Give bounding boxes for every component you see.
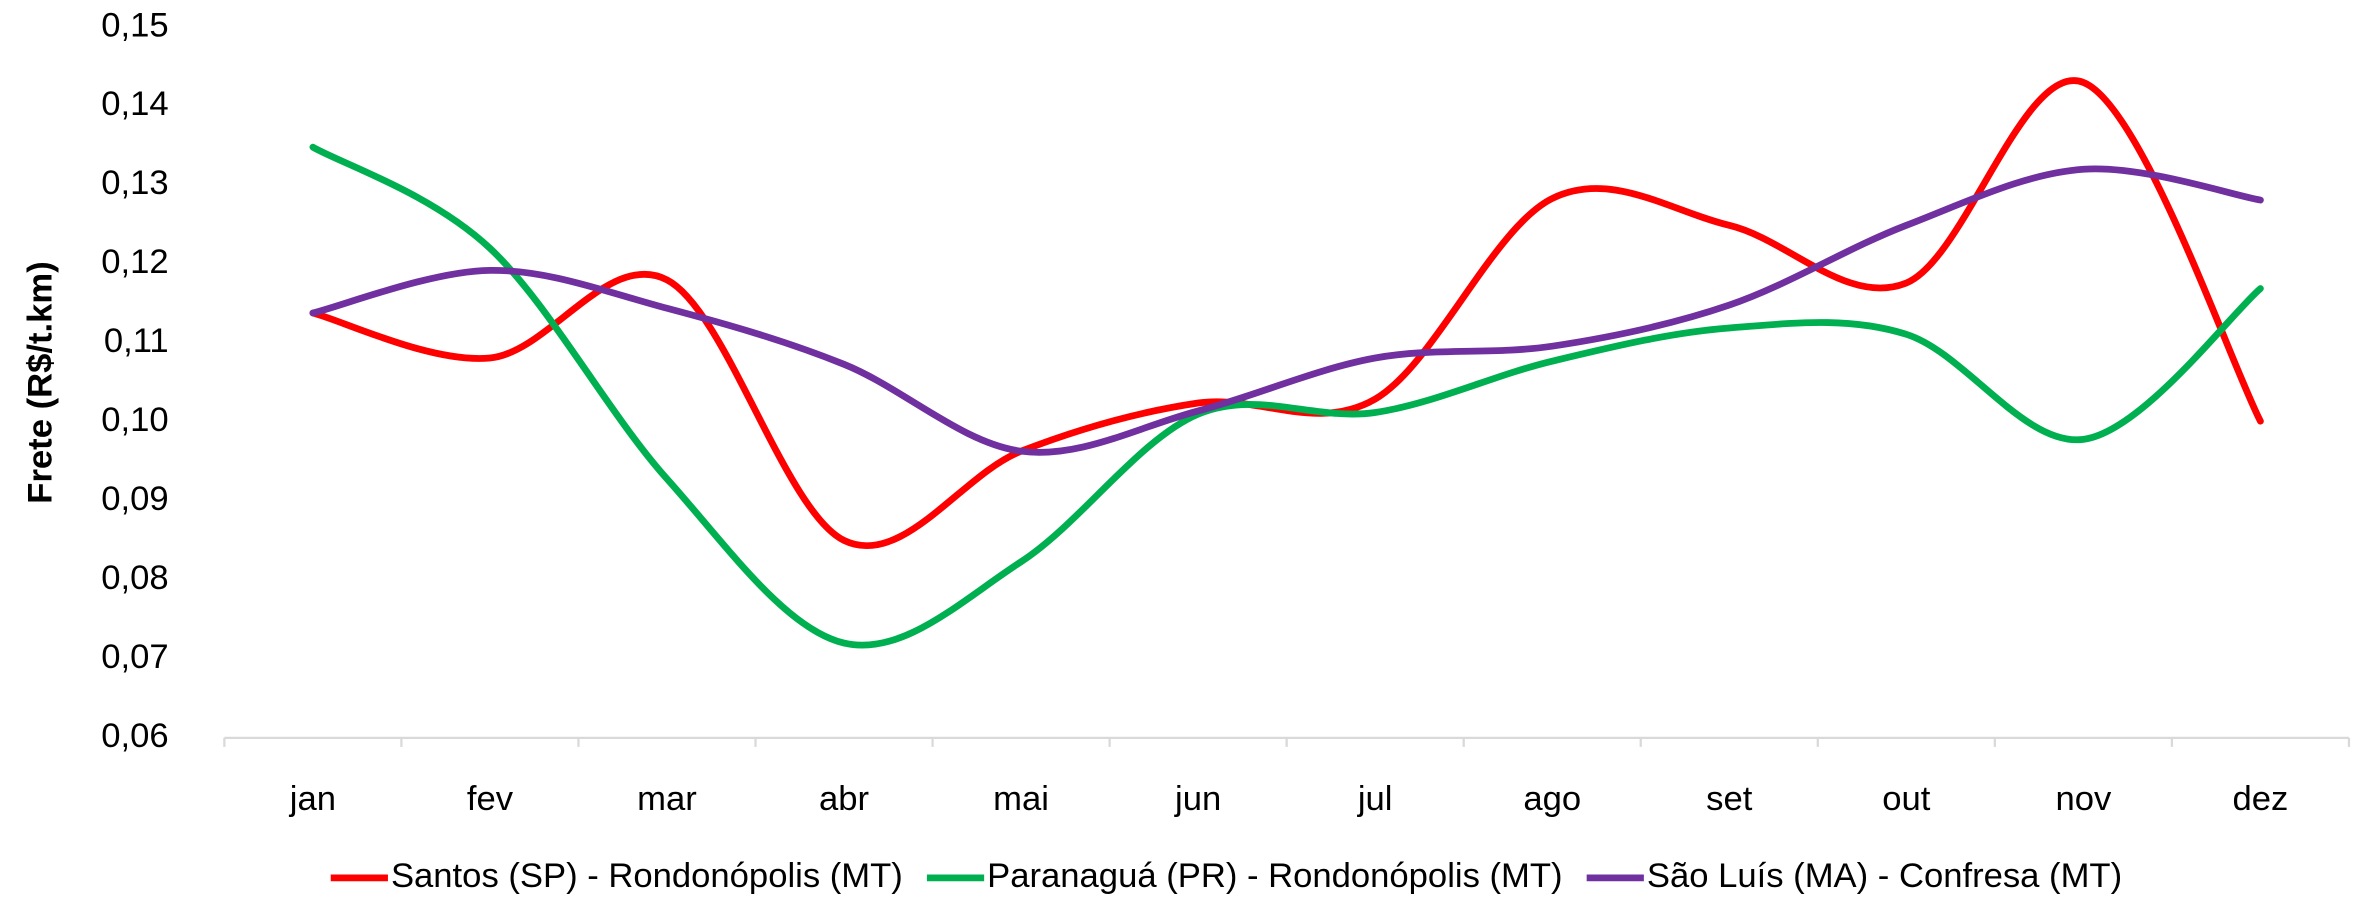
- legend-label: Paranaguá (PR) - Rondonópolis (MT): [987, 857, 1562, 895]
- y-tick-label: 0,10: [101, 401, 168, 439]
- x-tick-label: out: [1882, 780, 1931, 818]
- y-tick-label: 0,07: [101, 638, 168, 676]
- x-tick-label: dez: [2233, 780, 2289, 818]
- y-tick-label: 0,12: [101, 243, 168, 281]
- y-tick-label: 0,08: [101, 559, 168, 597]
- legend-label: São Luís (MA) - Confresa (MT): [1647, 857, 2122, 895]
- y-tick-label: 0,15: [101, 6, 168, 44]
- x-tick-label: nov: [2055, 780, 2112, 818]
- y-tick-label: 0,11: [104, 322, 169, 360]
- x-tick-label: fev: [467, 780, 514, 818]
- x-tick-label: mai: [993, 780, 1049, 818]
- y-tick-label: 0,14: [101, 85, 168, 123]
- legend-label: Santos (SP) - Rondonópolis (MT): [391, 857, 903, 895]
- x-tick-label: ago: [1523, 780, 1581, 818]
- x-tick-label: jan: [289, 780, 336, 818]
- series-line: [309, 143, 2264, 649]
- y-axis-title: Frete (R$/t.km): [21, 261, 59, 503]
- x-tick-label: jul: [1357, 780, 1393, 818]
- series-line: [309, 165, 2264, 456]
- y-tick-label: 0,09: [101, 480, 168, 518]
- x-tick-label: jun: [1174, 780, 1221, 818]
- x-tick-label: set: [1706, 780, 1753, 818]
- x-tick-label: abr: [819, 780, 869, 818]
- x-tick-label: mar: [637, 780, 697, 818]
- y-tick-label: 0,06: [101, 717, 168, 755]
- series-line: [309, 77, 2264, 550]
- y-tick-label: 0,13: [101, 164, 168, 202]
